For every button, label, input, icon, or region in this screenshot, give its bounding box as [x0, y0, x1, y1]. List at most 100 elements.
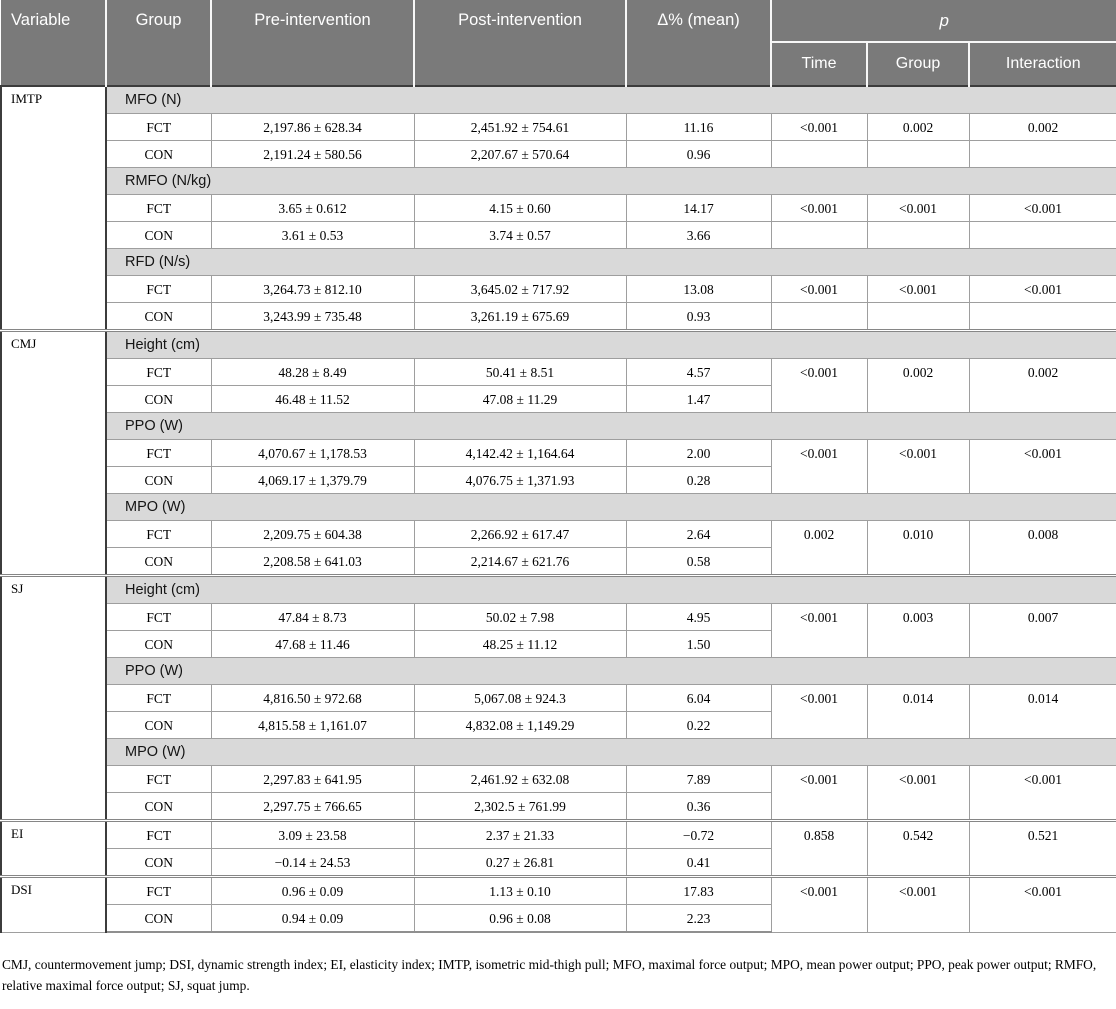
post-value-cell: 48.25 ± 11.12 — [413, 630, 627, 658]
delta-value-cell: 4.57 — [625, 358, 772, 386]
results-table: Variable Group Pre-intervention Post-int… — [0, 0, 1116, 933]
p-interaction-cell: 0.014 — [968, 684, 1116, 739]
post-value-cell: 2,302.5 ± 761.99 — [413, 792, 627, 821]
post-value-cell: 4.15 ± 0.60 — [413, 194, 627, 222]
group-cell: CON — [105, 792, 212, 821]
p-time-cell — [770, 221, 868, 249]
pre-value-cell: 2,208.58 ± 641.03 — [210, 547, 415, 576]
post-value-cell: 3,645.02 ± 717.92 — [413, 275, 627, 303]
post-value-cell: 50.41 ± 8.51 — [413, 358, 627, 386]
post-value-cell: 2.37 ± 21.33 — [413, 819, 627, 849]
p-time-cell: <0.001 — [770, 603, 868, 658]
p-interaction-cell: <0.001 — [968, 765, 1116, 821]
variable-cell: DSI — [0, 875, 107, 933]
group-cell: CON — [105, 302, 212, 331]
group-cell: FCT — [105, 275, 212, 303]
variable-cell: SJ — [0, 574, 107, 821]
delta-value-cell: 2.00 — [625, 439, 772, 467]
delta-value-cell: 13.08 — [625, 275, 772, 303]
delta-value-cell: 2.23 — [625, 904, 772, 933]
p-time-cell: <0.001 — [770, 358, 868, 413]
col-header-p-time: Time — [771, 41, 868, 86]
pre-value-cell: 48.28 ± 8.49 — [210, 358, 415, 386]
p-interaction-cell: 0.002 — [968, 358, 1116, 413]
p-time-cell: <0.001 — [770, 765, 868, 821]
measure-label: Height (cm) — [105, 574, 1116, 604]
col-header-post-intervention: Post-intervention — [413, 0, 627, 86]
col-header-pre-intervention: Pre-intervention — [210, 0, 415, 86]
variable-cell: IMTP — [0, 85, 107, 331]
delta-value-cell: 0.28 — [625, 466, 772, 494]
pre-value-cell: 47.84 ± 8.73 — [210, 603, 415, 631]
col-header-delta-percent: Δ% (mean) — [625, 0, 772, 86]
p-interaction-cell: 0.008 — [968, 520, 1116, 576]
post-value-cell: 4,832.08 ± 1,149.29 — [413, 711, 627, 739]
p-interaction-cell: <0.001 — [968, 275, 1116, 303]
group-cell: CON — [105, 711, 212, 739]
post-value-cell: 2,451.92 ± 754.61 — [413, 113, 627, 141]
table-body: IMTP MFO (N) FCT 2,197.86 ± 628.34 2,451.92 … — [0, 85, 1116, 933]
pre-value-cell: 3.09 ± 23.58 — [210, 819, 415, 849]
delta-value-cell: 0.36 — [625, 792, 772, 821]
pre-value-cell: 3.65 ± 0.612 — [210, 194, 415, 222]
post-value-cell: 3.74 ± 0.57 — [413, 221, 627, 249]
pre-value-cell: 4,815.58 ± 1,161.07 — [210, 711, 415, 739]
pre-value-cell: 46.48 ± 11.52 — [210, 385, 415, 413]
group-cell: CON — [105, 140, 212, 168]
p-time-cell: <0.001 — [770, 684, 868, 739]
post-value-cell: 2,207.67 ± 570.64 — [413, 140, 627, 168]
group-cell: CON — [105, 547, 212, 576]
post-value-cell: 2,266.92 ± 617.47 — [413, 520, 627, 548]
p-group-cell: 0.010 — [866, 520, 970, 576]
group-cell: FCT — [105, 439, 212, 467]
pre-value-cell: 2,297.83 ± 641.95 — [210, 765, 415, 793]
group-cell: CON — [105, 385, 212, 413]
variable-cell: CMJ — [0, 329, 107, 576]
delta-value-cell: 17.83 — [625, 875, 772, 905]
delta-value-cell: 1.47 — [625, 385, 772, 413]
group-cell: FCT — [105, 819, 212, 849]
delta-value-cell: 14.17 — [625, 194, 772, 222]
p-group-cell: 0.002 — [866, 113, 970, 141]
delta-value-cell: 3.66 — [625, 221, 772, 249]
p-time-cell: <0.001 — [770, 439, 868, 494]
delta-value-cell: 0.58 — [625, 547, 772, 576]
p-group-cell: <0.001 — [866, 875, 970, 933]
p-time-cell: <0.001 — [770, 275, 868, 303]
p-group-cell: <0.001 — [866, 194, 970, 222]
pre-value-cell: 4,070.67 ± 1,178.53 — [210, 439, 415, 467]
group-cell: FCT — [105, 875, 212, 905]
measure-label: PPO (W) — [105, 657, 1116, 685]
pre-value-cell: 4,816.50 ± 972.68 — [210, 684, 415, 712]
p-group-cell — [866, 140, 970, 168]
measure-label: MFO (N) — [105, 85, 1116, 114]
p-interaction-cell — [968, 140, 1116, 168]
p-group-cell: 0.542 — [866, 819, 970, 877]
p-interaction-cell: <0.001 — [968, 194, 1116, 222]
p-group-cell: 0.003 — [866, 603, 970, 658]
pre-value-cell: 2,297.75 ± 766.65 — [210, 792, 415, 821]
group-cell: CON — [105, 466, 212, 494]
post-value-cell: 50.02 ± 7.98 — [413, 603, 627, 631]
p-group-cell: <0.001 — [866, 765, 970, 821]
delta-value-cell: 1.50 — [625, 630, 772, 658]
delta-value-cell: 0.22 — [625, 711, 772, 739]
measure-label: RFD (N/s) — [105, 248, 1116, 276]
p-interaction-cell: <0.001 — [968, 875, 1116, 933]
table-footnote: CMJ, countermovement jump; DSI, dynamic … — [2, 957, 1097, 993]
pre-value-cell: 47.68 ± 11.46 — [210, 630, 415, 658]
post-value-cell: 2,214.67 ± 621.76 — [413, 547, 627, 576]
delta-value-cell: −0.72 — [625, 819, 772, 849]
p-time-cell: <0.001 — [770, 194, 868, 222]
table-header: Variable Group Pre-intervention Post-int… — [1, 0, 1116, 86]
p-group-cell: 0.014 — [866, 684, 970, 739]
delta-value-cell: 0.96 — [625, 140, 772, 168]
pre-value-cell: 2,209.75 ± 604.38 — [210, 520, 415, 548]
variable-cell: EI — [0, 819, 107, 877]
p-time-cell: <0.001 — [770, 875, 868, 933]
p-time-cell: <0.001 — [770, 113, 868, 141]
group-cell: CON — [105, 630, 212, 658]
measure-label: PPO (W) — [105, 412, 1116, 440]
delta-value-cell: 4.95 — [625, 603, 772, 631]
post-value-cell: 0.27 ± 26.81 — [413, 848, 627, 877]
